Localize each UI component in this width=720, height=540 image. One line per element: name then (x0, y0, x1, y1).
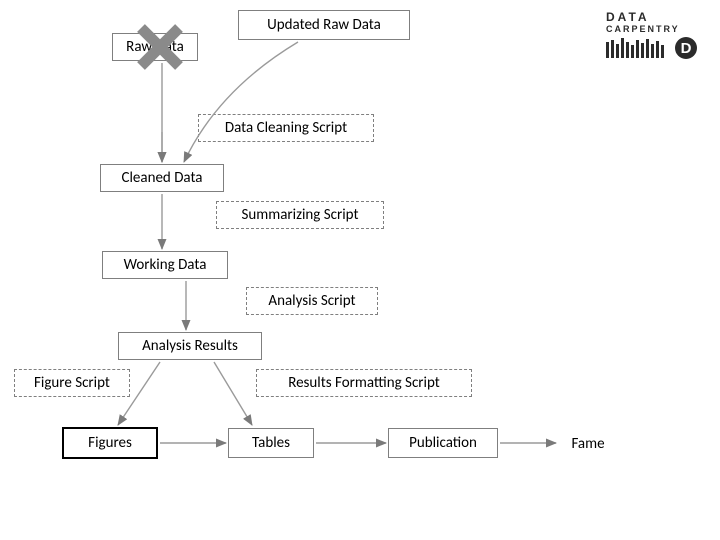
arrow-results-to-tables (214, 362, 252, 425)
label-summarizing: Summarizing Script (241, 206, 358, 224)
logo-line2: CARPENTRY (606, 24, 706, 35)
data-carpentry-logo: DATA CARPENTRY D (606, 12, 706, 60)
node-updated-raw-data: Updated Raw Data (238, 10, 410, 40)
svg-text:D: D (681, 40, 692, 57)
node-analysis-script: Analysis Script (246, 287, 378, 315)
node-results-formatting-script: Results Formatting Script (256, 369, 472, 397)
label-figure-script: Figure Script (34, 374, 110, 392)
node-fame: Fame (558, 430, 618, 458)
label-data-cleaning: Data Cleaning Script (225, 119, 347, 137)
arrow-updated-to-cleaning (184, 42, 298, 162)
label-fame: Fame (571, 435, 604, 453)
label-results-fmt: Results Formatting Script (288, 374, 440, 392)
label-analysis-results: Analysis Results (142, 337, 238, 355)
label-raw-data: Raw Data (126, 38, 184, 56)
label-analysis-script: Analysis Script (268, 292, 355, 310)
node-figures: Figures (62, 427, 158, 459)
node-data-cleaning-script: Data Cleaning Script (198, 114, 374, 142)
label-working-data: Working Data (124, 256, 207, 274)
node-figure-script: Figure Script (14, 369, 130, 397)
node-analysis-results: Analysis Results (118, 332, 262, 360)
logo-mark-icon: D (606, 36, 706, 60)
node-tables: Tables (228, 428, 314, 458)
label-publication: Publication (409, 434, 477, 452)
logo-line1: DATA (606, 12, 706, 23)
label-tables: Tables (252, 434, 290, 452)
label-cleaned-data: Cleaned Data (121, 169, 202, 187)
node-cleaned-data: Cleaned Data (100, 164, 224, 192)
node-raw-data: Raw Data (112, 33, 198, 61)
node-summarizing-script: Summarizing Script (216, 201, 384, 229)
node-publication: Publication (388, 428, 498, 458)
label-updated-raw: Updated Raw Data (267, 16, 381, 34)
node-working-data: Working Data (102, 251, 228, 279)
label-figures: Figures (88, 434, 132, 452)
